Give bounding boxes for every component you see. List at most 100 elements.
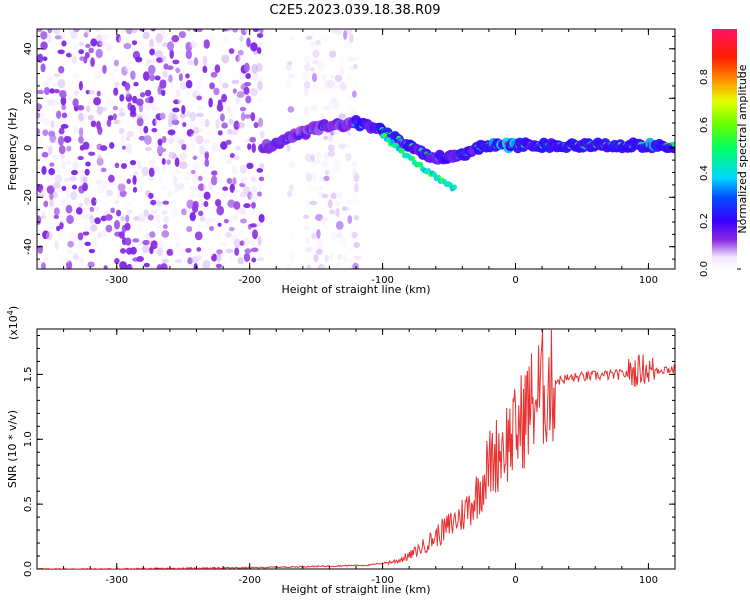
- noise-cell: [304, 246, 313, 253]
- noise-cell: [153, 166, 161, 173]
- noise-cell: [171, 114, 178, 122]
- noise-cell: [334, 74, 343, 83]
- noise-cell: [244, 138, 250, 144]
- noise-cell: [220, 141, 228, 150]
- noise-cell: [232, 177, 237, 185]
- snr-x-tick-label: 0: [512, 575, 518, 586]
- noise-cell: [49, 88, 55, 94]
- noise-cell: [250, 247, 259, 253]
- noise-cell: [84, 241, 92, 247]
- noise-cell: [249, 223, 258, 228]
- noise-cell: [112, 105, 119, 111]
- noise-cell: [70, 67, 76, 73]
- noise-cell: [69, 175, 77, 182]
- noise-cell: [321, 73, 327, 81]
- noise-cell: [166, 248, 174, 256]
- noise-cell: [77, 239, 84, 248]
- noise-cell: [155, 50, 163, 58]
- noise-cell: [221, 53, 230, 64]
- noise-cell: [354, 247, 361, 253]
- noise-cell: [287, 190, 292, 198]
- noise-cell: [181, 57, 188, 64]
- noise-cell: [106, 97, 114, 107]
- noise-cell: [335, 207, 340, 218]
- noise-cell: [345, 142, 351, 149]
- noise-cell: [332, 83, 340, 90]
- noise-cell: [175, 67, 181, 74]
- noise-cell: [185, 89, 191, 97]
- noise-cell: [130, 70, 136, 80]
- noise-cell: [196, 190, 204, 198]
- noise-cell: [303, 226, 311, 231]
- branch-cell: [399, 148, 406, 154]
- noise-cell: [37, 53, 44, 63]
- noise-cell: [151, 127, 158, 133]
- noise-cell: [233, 201, 241, 210]
- noise-cell: [161, 135, 167, 143]
- noise-cell: [214, 216, 221, 224]
- noise-cell: [192, 155, 198, 160]
- noise-cell: [83, 196, 91, 206]
- noise-cell: [153, 192, 162, 200]
- noise-cell: [37, 128, 40, 136]
- noise-cell: [192, 201, 199, 209]
- noise-cell: [137, 185, 143, 194]
- noise-cell: [322, 231, 327, 238]
- noise-cell: [226, 177, 233, 185]
- noise-cell: [37, 89, 44, 95]
- noise-cell: [63, 201, 70, 206]
- noise-cell: [40, 41, 48, 51]
- noise-cell: [161, 158, 166, 165]
- noise-cell: [84, 51, 90, 59]
- noise-cell: [72, 160, 79, 170]
- noise-cell: [203, 138, 210, 144]
- snr-series-line: [37, 329, 675, 569]
- noise-cell: [203, 191, 211, 200]
- noise-cell: [257, 40, 263, 48]
- noise-cell: [145, 58, 151, 67]
- noise-cell: [41, 165, 47, 175]
- noise-cell: [48, 130, 56, 137]
- noise-cell: [56, 110, 62, 120]
- noise-cell: [94, 70, 102, 80]
- colorbar-gradient: [712, 29, 737, 269]
- noise-cell: [114, 199, 120, 205]
- noise-cell: [252, 29, 260, 33]
- noise-cell: [123, 42, 132, 50]
- noise-cell: [78, 202, 83, 208]
- noise-cell: [186, 122, 191, 130]
- snr-x-tick-label: -200: [238, 575, 261, 586]
- noise-cell: [41, 262, 46, 269]
- noise-cell: [310, 225, 315, 232]
- noise-cell: [327, 144, 335, 152]
- noise-cell: [54, 35, 63, 40]
- noise-cell: [137, 159, 142, 170]
- noise-cell: [327, 87, 335, 95]
- noise-cell: [43, 118, 50, 126]
- noise-cell: [229, 255, 234, 261]
- noise-cell: [233, 120, 240, 131]
- noise-cell: [51, 154, 59, 160]
- noise-cell: [40, 63, 46, 73]
- noise-cell: [95, 48, 103, 59]
- noise-cell: [337, 253, 343, 260]
- noise-cell: [37, 29, 43, 33]
- noise-cell: [202, 260, 211, 269]
- noise-cell: [303, 252, 312, 262]
- noise-cell: [346, 29, 353, 36]
- noise-cell: [56, 225, 61, 232]
- noise-cell: [60, 96, 67, 106]
- noise-cell: [235, 145, 241, 151]
- noise-cell: [61, 161, 67, 169]
- noise-cell: [190, 222, 197, 228]
- noise-cell: [60, 124, 69, 129]
- noise-cell: [327, 100, 335, 111]
- noise-cell: [238, 206, 246, 215]
- noise-cell: [93, 97, 101, 106]
- noise-cell: [142, 244, 150, 254]
- noise-cell: [257, 191, 262, 197]
- noise-cell: [287, 177, 294, 184]
- noise-cell: [66, 214, 74, 224]
- noise-cell: [90, 120, 97, 128]
